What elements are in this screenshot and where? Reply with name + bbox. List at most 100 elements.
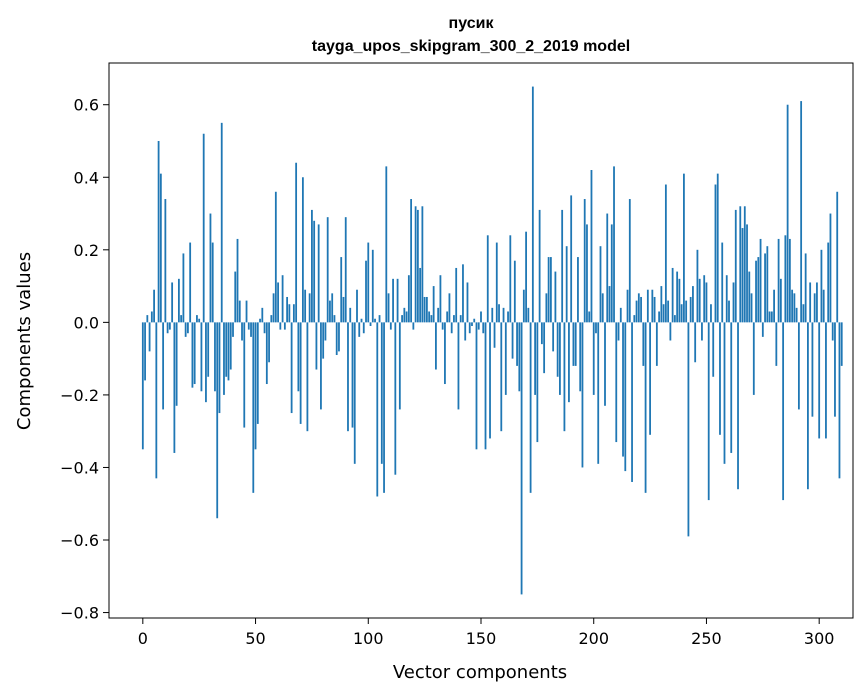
bar-173 — [531, 86, 534, 323]
bar-302 — [822, 289, 825, 323]
bar-112 — [394, 322, 397, 475]
bar-181 — [549, 257, 552, 323]
bar-288 — [791, 289, 794, 323]
bar-267 — [743, 206, 746, 323]
bar-16 — [177, 278, 180, 323]
bar-111 — [392, 278, 394, 323]
bar-15 — [175, 322, 178, 406]
bar-244 — [692, 286, 694, 323]
chart-subtitle: tayga_upos_skipgram_300_2_2019 model — [312, 38, 630, 55]
bar-146 — [471, 322, 473, 326]
bar-29 — [207, 322, 210, 377]
bar-174 — [534, 322, 537, 395]
bar-257 — [721, 242, 724, 323]
bar-8 — [159, 173, 162, 323]
bar-235 — [671, 267, 674, 323]
bar-200 — [592, 322, 595, 395]
bar-35 — [220, 122, 223, 323]
y-axis: −0.8 −0.6 −0.4 −0.2 0.0 0.2 0.4 0.6 — [60, 96, 109, 623]
bar-70 — [299, 322, 302, 424]
bar-148 — [475, 322, 478, 450]
bar-109 — [387, 293, 390, 323]
bar-304 — [827, 242, 830, 323]
x-tick-label: 0 — [138, 629, 148, 648]
bar-140 — [457, 322, 460, 410]
bar-228 — [655, 322, 658, 366]
bar-194 — [579, 322, 582, 392]
bar-96 — [358, 322, 361, 337]
y-tick-label: −0.4 — [60, 458, 99, 477]
bar-25 — [198, 318, 201, 323]
bar-250 — [705, 282, 708, 323]
bar-118 — [407, 275, 410, 323]
bar-248 — [701, 322, 703, 341]
bar-123 — [419, 267, 422, 323]
bar-0 — [141, 322, 144, 450]
bar-204 — [601, 293, 604, 323]
bar-176 — [538, 209, 541, 323]
bar-127 — [428, 311, 431, 323]
bar-33 — [216, 322, 219, 519]
x-tick-label: 250 — [691, 629, 722, 648]
bar-247 — [698, 278, 701, 323]
bar-157 — [495, 242, 498, 323]
bar-179 — [545, 293, 548, 323]
x-tick-label: 300 — [804, 629, 835, 648]
bar-282 — [777, 238, 780, 323]
bar-37 — [225, 322, 228, 377]
bar-281 — [775, 322, 778, 366]
bar-87 — [338, 322, 340, 352]
bar-145 — [468, 322, 471, 334]
bar-291 — [797, 322, 800, 410]
bar-261 — [730, 322, 733, 453]
bar-259 — [725, 275, 728, 323]
bar-115 — [401, 315, 403, 323]
bar-110 — [389, 322, 392, 330]
bar-201 — [595, 322, 597, 334]
bar-211 — [617, 322, 620, 341]
bar-303 — [825, 322, 827, 439]
bar-64 — [286, 296, 289, 323]
bar-213 — [622, 322, 624, 457]
bar-22 — [191, 322, 194, 388]
bar-129 — [432, 286, 435, 323]
bar-224 — [646, 289, 649, 323]
bar-122 — [416, 209, 419, 323]
bar-294 — [804, 253, 807, 323]
bar-233 — [667, 300, 670, 323]
bar-62 — [281, 275, 284, 323]
bar-66 — [290, 322, 293, 414]
bar-60 — [277, 282, 279, 323]
bar-67 — [292, 304, 295, 323]
y-tick-label: 0.6 — [74, 96, 99, 115]
x-tick-label: 50 — [245, 629, 265, 648]
bar-237 — [676, 271, 679, 323]
bar-91 — [347, 322, 349, 432]
bar-243 — [689, 296, 692, 323]
y-tick-label: −0.2 — [60, 386, 99, 405]
bar-223 — [644, 322, 647, 493]
bar-77 — [315, 322, 318, 370]
bar-30 — [209, 213, 212, 323]
bar-121 — [414, 206, 417, 323]
bar-17 — [180, 315, 183, 323]
bar-289 — [793, 293, 796, 323]
bar-4 — [150, 311, 153, 323]
bar-71 — [301, 177, 304, 323]
bar-186 — [561, 209, 564, 323]
bar-78 — [317, 224, 320, 323]
bar-221 — [640, 296, 642, 323]
bar-167 — [518, 322, 521, 392]
bar-43 — [238, 300, 241, 323]
bar-306 — [831, 322, 834, 341]
bar-190 — [570, 195, 573, 323]
bar-50 — [254, 322, 257, 450]
bar-299 — [816, 282, 818, 323]
bar-34 — [218, 322, 221, 414]
bar-192 — [574, 322, 577, 366]
bar-172 — [529, 322, 532, 493]
bar-114 — [398, 322, 401, 410]
bar-161 — [504, 322, 507, 395]
bar-81 — [324, 322, 327, 341]
x-tick-label: 100 — [353, 629, 384, 648]
